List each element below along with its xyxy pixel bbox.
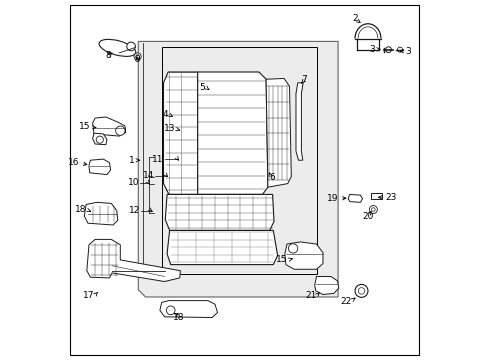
Polygon shape (165, 194, 273, 230)
Polygon shape (160, 301, 217, 318)
Polygon shape (87, 239, 180, 282)
Circle shape (368, 206, 377, 213)
Text: 22: 22 (340, 297, 351, 306)
Text: 21: 21 (305, 292, 316, 300)
Circle shape (166, 306, 175, 315)
Circle shape (126, 42, 135, 51)
Polygon shape (167, 230, 277, 265)
Polygon shape (92, 117, 125, 136)
Text: 2: 2 (352, 14, 357, 23)
Text: 15: 15 (79, 122, 90, 131)
Circle shape (397, 47, 402, 52)
Text: 14: 14 (143, 171, 154, 180)
Polygon shape (197, 72, 267, 194)
Text: 5: 5 (199, 83, 204, 91)
Text: 10: 10 (128, 178, 139, 187)
Text: 9: 9 (134, 55, 140, 64)
Polygon shape (84, 202, 118, 225)
Polygon shape (92, 133, 107, 145)
Circle shape (354, 284, 367, 297)
Polygon shape (265, 78, 291, 187)
Text: 4: 4 (162, 109, 168, 118)
Text: 18: 18 (172, 313, 183, 322)
Circle shape (134, 53, 141, 60)
Circle shape (385, 47, 390, 53)
Text: 7: 7 (301, 76, 306, 85)
Circle shape (136, 55, 139, 58)
Circle shape (288, 244, 297, 253)
Text: 8: 8 (105, 51, 111, 60)
Text: 12: 12 (128, 206, 140, 215)
Text: 17: 17 (82, 292, 94, 300)
Polygon shape (138, 41, 337, 297)
Polygon shape (314, 276, 338, 294)
Polygon shape (295, 83, 303, 160)
Text: 3: 3 (368, 45, 374, 54)
Text: 11: 11 (152, 154, 163, 163)
Circle shape (96, 136, 103, 143)
Text: 20: 20 (362, 212, 373, 221)
Polygon shape (347, 194, 362, 202)
Text: 18: 18 (75, 205, 87, 214)
Text: 19: 19 (326, 194, 338, 203)
Circle shape (115, 126, 125, 135)
Bar (370, 193, 381, 199)
Text: 23: 23 (385, 193, 396, 202)
Text: 6: 6 (269, 173, 275, 181)
Text: 15: 15 (276, 256, 287, 264)
Bar (162, 47, 316, 274)
Polygon shape (284, 242, 322, 269)
Polygon shape (163, 72, 197, 194)
Text: 3: 3 (405, 46, 411, 55)
Text: 1: 1 (129, 156, 134, 165)
Polygon shape (89, 159, 110, 175)
Text: 16: 16 (68, 158, 80, 167)
Circle shape (358, 288, 364, 294)
Circle shape (371, 208, 374, 211)
Ellipse shape (99, 39, 136, 57)
Text: 13: 13 (163, 124, 175, 133)
